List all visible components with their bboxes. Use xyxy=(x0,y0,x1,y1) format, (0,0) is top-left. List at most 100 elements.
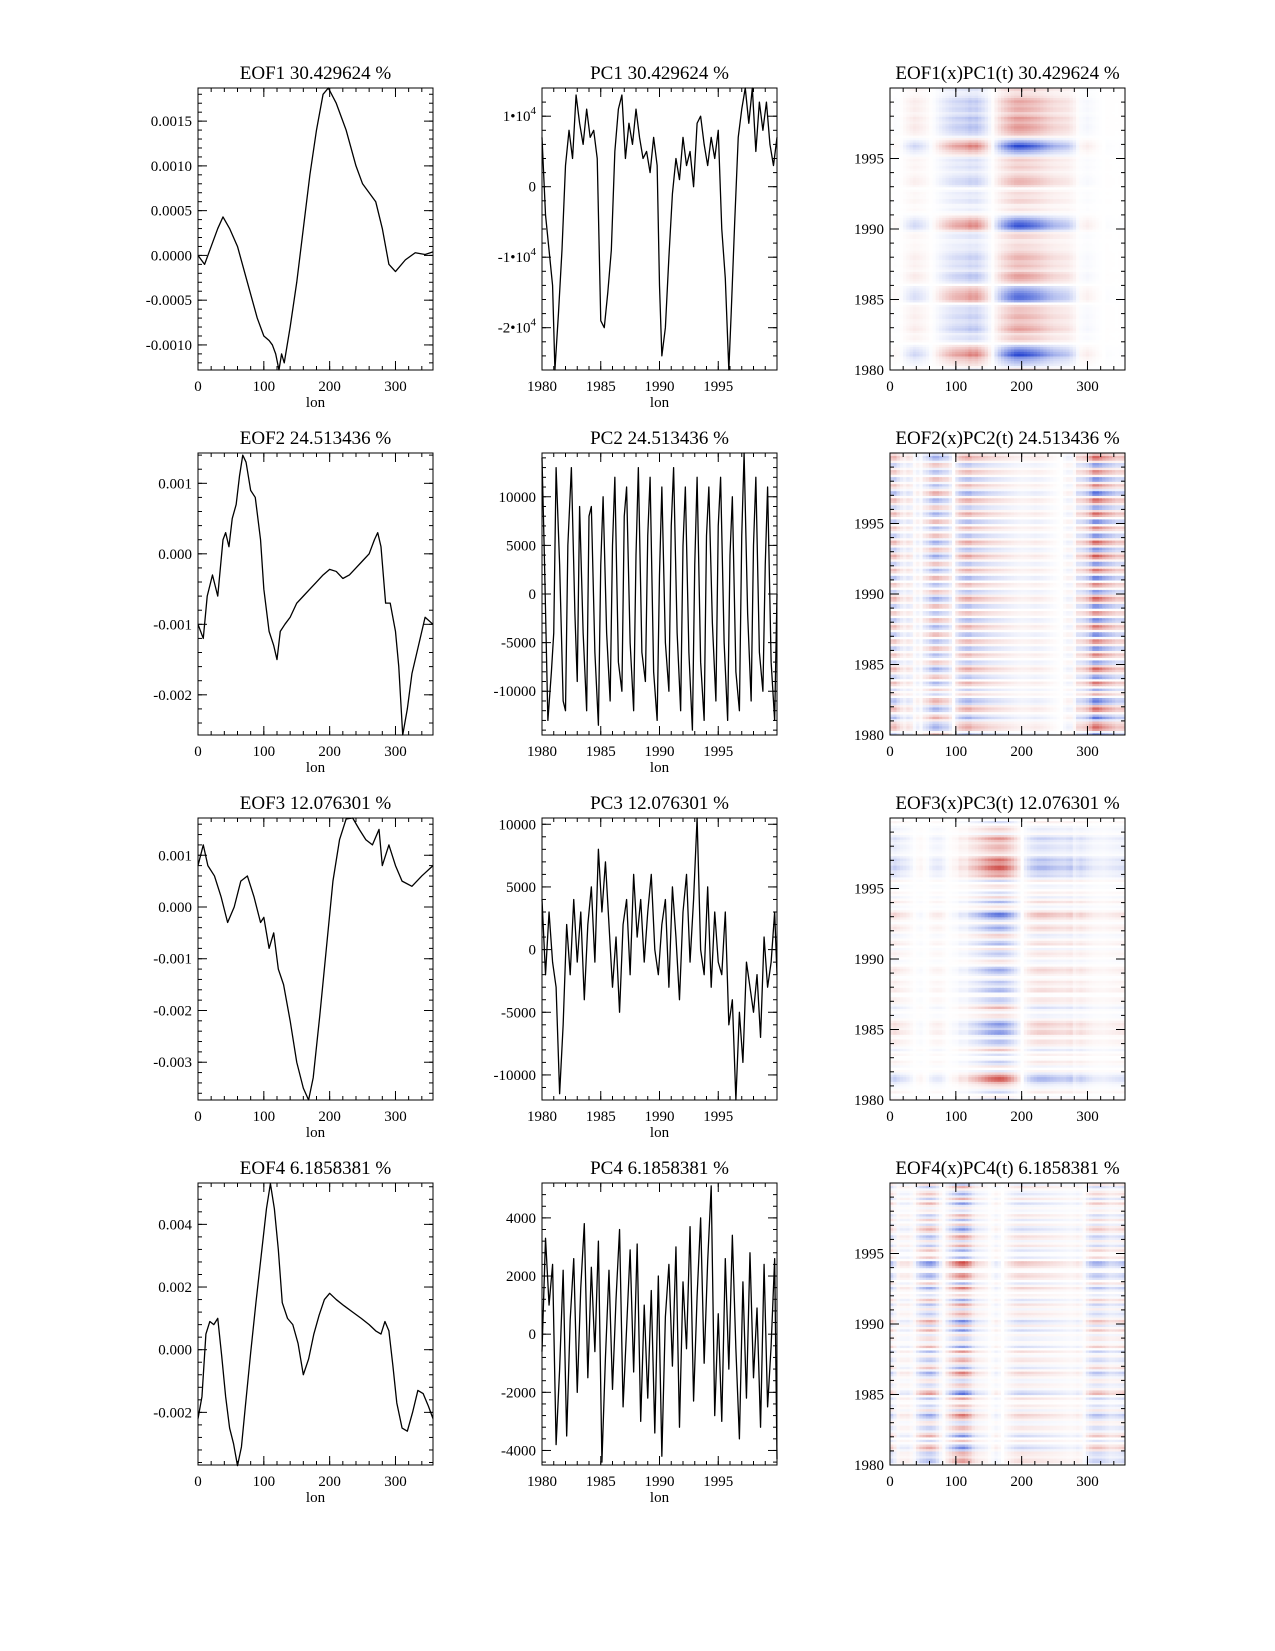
heatmap-cell xyxy=(1036,243,1041,247)
heatmap-cell xyxy=(1108,323,1113,326)
heatmap-cell xyxy=(987,353,992,357)
heatmap-cell xyxy=(1046,365,1051,369)
heatmap-cell xyxy=(925,224,930,228)
heatmap-cell xyxy=(948,311,953,315)
heatmap-cell xyxy=(1059,257,1064,261)
x-tick-label: 0 xyxy=(194,379,202,395)
heatmap-cell xyxy=(1082,306,1087,310)
heatmap-cell xyxy=(893,217,898,221)
heatmap-cell xyxy=(1014,304,1018,308)
heatmap-cell xyxy=(906,351,911,355)
heatmap-cell xyxy=(1062,273,1067,277)
heatmap-cell xyxy=(1033,259,1038,263)
heatmap-cell xyxy=(978,348,982,352)
heatmap-cell xyxy=(958,341,963,345)
heatmap-cell xyxy=(961,358,966,362)
heatmap-cell xyxy=(1108,290,1113,294)
heatmap-cell xyxy=(1040,264,1044,268)
heatmap-cell xyxy=(948,226,953,230)
heatmap-cell xyxy=(1102,290,1107,294)
heatmap-cell xyxy=(1000,226,1005,230)
heatmap-cell xyxy=(932,271,937,275)
heatmap-cell xyxy=(942,264,947,268)
heatmap-cell xyxy=(1036,264,1041,268)
heatmap-cell xyxy=(903,233,907,237)
heatmap-cell xyxy=(1040,233,1044,237)
heatmap-cell xyxy=(948,313,953,317)
heatmap-cell xyxy=(1014,292,1018,296)
heatmap-cell xyxy=(1082,346,1087,350)
heatmap-cell xyxy=(1076,315,1080,319)
heatmap-cell xyxy=(1056,254,1061,258)
heatmap-cell xyxy=(1121,367,1125,370)
heatmap-cell xyxy=(1040,214,1044,218)
heatmap-cell xyxy=(919,351,924,355)
heatmap-cell xyxy=(919,311,924,315)
heatmap-cell xyxy=(965,252,969,256)
plot-frame xyxy=(541,87,778,371)
heatmap-cell xyxy=(1085,273,1090,277)
heatmap-cell xyxy=(899,346,904,350)
heatmap-cell xyxy=(1072,351,1077,355)
heatmap-cell xyxy=(984,210,989,214)
heatmap-cell xyxy=(1023,276,1028,279)
heatmap-cell xyxy=(1076,231,1080,235)
heatmap-cell xyxy=(1076,320,1080,324)
heatmap-cell xyxy=(1105,254,1110,258)
heatmap-cell xyxy=(1062,210,1067,214)
heatmap-cell xyxy=(968,297,973,301)
heatmap-cell xyxy=(916,292,920,296)
heatmap-cell xyxy=(952,231,956,235)
heatmap-cell xyxy=(952,348,956,352)
heatmap-cell xyxy=(912,236,917,239)
heatmap-cell xyxy=(1076,240,1080,244)
heatmap-cell xyxy=(1010,217,1015,221)
heatmap-cell xyxy=(938,233,943,237)
heatmap-cell xyxy=(1098,278,1103,282)
heatmap-cell xyxy=(1027,304,1031,308)
heatmap-cell xyxy=(955,358,960,362)
heatmap-cell xyxy=(1111,214,1116,218)
heatmap-cell xyxy=(1095,238,1100,242)
heatmap-cell xyxy=(890,294,894,298)
heatmap-cell xyxy=(1043,308,1048,312)
heatmap-cell xyxy=(1040,341,1044,345)
heatmap-cell xyxy=(916,252,920,256)
heatmap-cell xyxy=(899,207,904,211)
heatmap-cell xyxy=(1059,292,1064,296)
heatmap-cell xyxy=(945,318,950,322)
heatmap-cell xyxy=(925,360,930,364)
heatmap-cell xyxy=(912,327,917,331)
heatmap-cell xyxy=(1102,247,1107,251)
heatmap-cell xyxy=(899,301,904,305)
heatmap-cell xyxy=(909,301,914,305)
heatmap-cell xyxy=(958,283,963,286)
heatmap-cell xyxy=(971,325,976,329)
heatmap-cell xyxy=(1049,327,1054,331)
heatmap-cell xyxy=(1056,367,1061,370)
heatmap-cell xyxy=(1023,299,1028,303)
heatmap-cell xyxy=(1020,294,1025,298)
heatmap-cell xyxy=(1059,236,1064,239)
heatmap-cell xyxy=(1111,240,1116,244)
heatmap-cell xyxy=(935,308,940,312)
heatmap-cell xyxy=(991,362,996,366)
heatmap-cell xyxy=(1111,276,1116,279)
heatmap-cell xyxy=(935,264,940,268)
heatmap-cell xyxy=(952,355,956,359)
heatmap-cell xyxy=(903,266,907,270)
heatmap-cell xyxy=(1000,266,1005,270)
heatmap-cell xyxy=(1040,348,1044,352)
heatmap-cell xyxy=(1017,233,1022,237)
heatmap-cell xyxy=(1027,355,1031,359)
heatmap-cell xyxy=(974,308,979,312)
heatmap-cell xyxy=(1092,306,1097,310)
heatmap-cell xyxy=(925,306,930,310)
heatmap-cell xyxy=(1082,276,1087,279)
heatmap-cell xyxy=(1105,261,1110,265)
heatmap-cell xyxy=(965,240,969,244)
heatmap-cell xyxy=(997,367,1002,370)
heatmap-cell xyxy=(991,233,996,237)
heatmap-cell xyxy=(1108,315,1113,319)
heatmap-cell xyxy=(899,266,904,270)
